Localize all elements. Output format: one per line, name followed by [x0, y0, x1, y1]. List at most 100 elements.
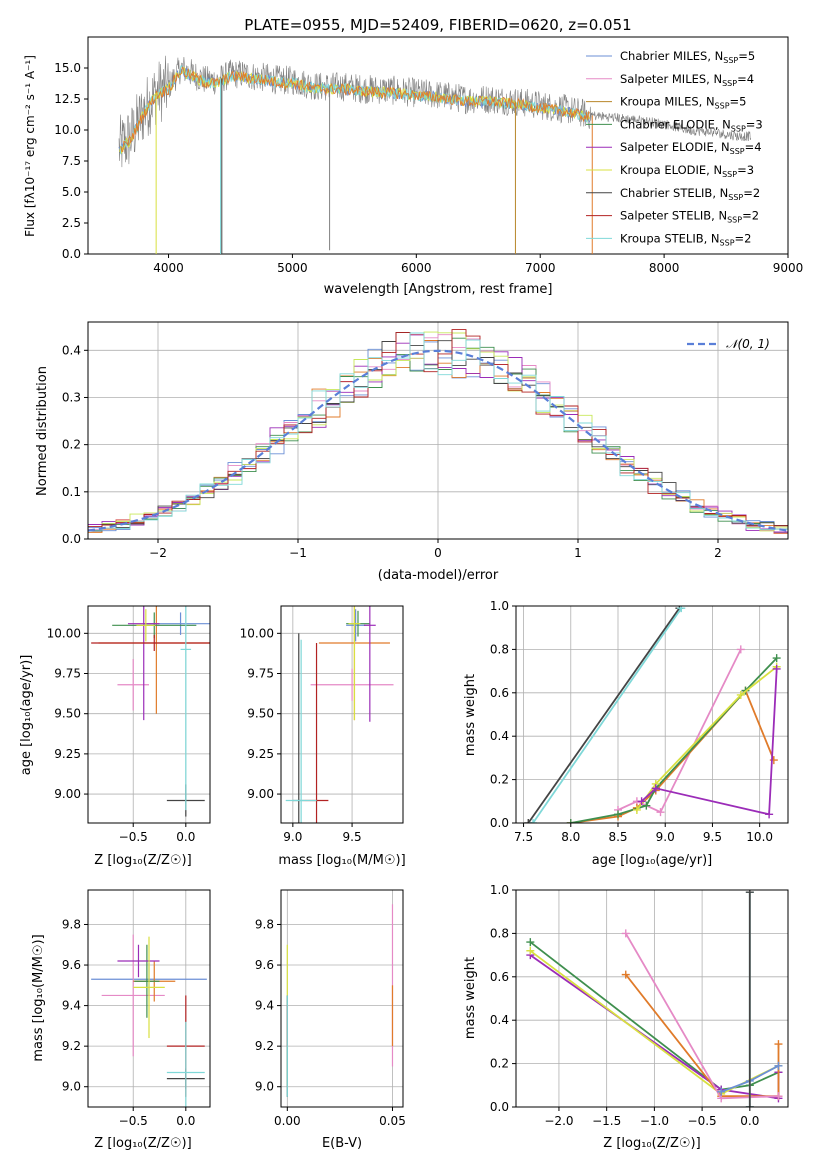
y-tick-label: 1.0 — [490, 883, 509, 897]
residual-panel: −2 −1 0 1 2 0.0 0.1 0.2 0.3 0.4 𝒩(0, 1) (data-mod… — [35, 321, 789, 583]
weight-marker — [772, 664, 781, 673]
x-tick-label: 10.0 — [746, 830, 773, 844]
x-tick-label: 0.00 — [274, 1114, 301, 1128]
legend-label-main: Kroupa MILES, N — [620, 95, 715, 109]
weight-marker — [621, 970, 630, 979]
axes-frame — [87, 605, 211, 824]
x-tick-label: 2 — [714, 546, 722, 560]
axes-frame — [87, 889, 211, 1108]
x-tick-label: −0.5 — [688, 1114, 717, 1128]
y-tick-label: 9.4 — [62, 999, 81, 1013]
plot-area — [91, 934, 207, 1107]
weight-marker — [524, 819, 533, 823]
weight-marker — [772, 654, 781, 663]
y-tick-label: 12.5 — [54, 92, 81, 106]
x-tick-label: −0.5 — [119, 830, 148, 844]
x-tick-label: 0.05 — [379, 1114, 406, 1128]
plot-area — [526, 890, 783, 1107]
weight-marker — [736, 645, 745, 654]
legend-label-sub: SSP — [722, 79, 737, 88]
legend-label-eq: =2 — [735, 231, 752, 245]
x-tick-label: −1.5 — [592, 1114, 621, 1128]
age-vs-mass-panel: 9.0 9.5 9.00 9.25 9.50 9.75 10.00 — [240, 605, 404, 844]
weight-marker — [632, 805, 641, 814]
x-tick-label: 9.5 — [343, 830, 362, 844]
mass-z-xlabel: Z [log₁₀(Z/Z☉)] — [94, 1136, 191, 1151]
y-tick-label: 9.75 — [54, 667, 81, 681]
y-tick-label: 9.0 — [62, 1080, 81, 1094]
y-tick-label: 0.4 — [490, 1013, 509, 1027]
legend-label: Kroupa MILES, NSSP=5 — [620, 95, 746, 111]
legend-label-main: Chabrier ELODIE, N — [620, 117, 731, 131]
y-tick-label: 9.2 — [62, 1039, 81, 1053]
legend-label-sub: SSP — [722, 170, 737, 179]
weight-marker — [745, 890, 754, 897]
weight-marker — [651, 784, 660, 793]
axes-frame — [515, 889, 789, 1108]
massweight-vs-age-panel: 7.5 8.0 8.5 9.0 9.5 10.0 0.0 0.2 0.4 0.6 0.8 1.0 — [490, 599, 789, 844]
axes-frame — [280, 889, 404, 1108]
y-tick-label: 0.8 — [490, 926, 509, 940]
y-tick-label: 9.50 — [247, 707, 274, 721]
y-tick-label: 0.0 — [62, 532, 81, 546]
age-z-xlabel: Z [log₁₀(Z/Z☉)] — [94, 853, 191, 868]
legend-label: Chabrier STELIB, NSSP=2 — [620, 186, 760, 202]
legend-label-eq: =2 — [743, 186, 760, 200]
y-tick-label: 1.0 — [490, 599, 509, 613]
x-tick-label: −1.0 — [640, 1114, 669, 1128]
weight-marker — [529, 819, 537, 823]
residual-histogram-step — [88, 331, 788, 532]
legend-label: Salpeter MILES, NSSP=4 — [620, 72, 754, 88]
y-tick-label: 9.4 — [255, 999, 274, 1013]
x-tick-label: 1 — [574, 546, 582, 560]
x-tick-label: −1 — [289, 546, 307, 560]
y-tick-label: 0.1 — [62, 485, 81, 499]
spectrum-xlabel: wavelength [Angstrom, rest frame] — [324, 282, 553, 297]
legend-label-main: Salpeter STELIB, N — [620, 209, 727, 223]
weight-marker — [774, 1092, 783, 1101]
x-tick-label: 0.0 — [176, 830, 195, 844]
y-tick-label: 0.4 — [62, 343, 81, 357]
weight-marker — [765, 810, 774, 819]
x-tick-label: 9.0 — [283, 830, 302, 844]
axes-frame — [280, 605, 404, 824]
legend-label-eq: =5 — [730, 95, 747, 109]
x-tick-label: 5000 — [277, 261, 308, 275]
residual-plot-area — [87, 329, 789, 534]
y-tick-label: 15.0 — [54, 61, 81, 75]
legend-label-main: Kroupa ELODIE, N — [620, 163, 722, 177]
residual-legend: 𝒩(0, 1) — [687, 337, 770, 351]
y-tick-label: 9.6 — [255, 958, 274, 972]
figure-title: PLATE=0955, MJD=52409, FIBERID=0620, z=0… — [244, 16, 631, 34]
x-tick-label: −0.5 — [119, 1114, 148, 1128]
x-tick-label: 7.5 — [514, 830, 533, 844]
normal-curve — [87, 349, 789, 532]
y-tick-label: 0.2 — [490, 1057, 509, 1071]
x-tick-label: −2 — [149, 546, 167, 560]
weight-line — [570, 688, 775, 823]
weight-marker — [642, 801, 651, 810]
x-tick-label: 9.0 — [656, 830, 675, 844]
weight-marker — [526, 946, 535, 955]
x-tick-label: 8.0 — [561, 830, 580, 844]
x-tick-label: 0 — [434, 546, 442, 560]
weight-line — [527, 607, 681, 823]
legend-label-sub: SSP — [731, 124, 746, 133]
legend-label: Kroupa STELIB, NSSP=2 — [620, 231, 751, 247]
legend-label-sub: SSP — [727, 216, 742, 225]
x-tick-label: 0.0 — [740, 1114, 759, 1128]
residual-histogram-step — [88, 332, 788, 531]
y-tick-label: 0.6 — [490, 970, 509, 984]
y-tick-label: 9.6 — [62, 958, 81, 972]
weight-marker — [736, 690, 745, 699]
legend-label: Chabrier MILES, NSSP=5 — [620, 49, 755, 65]
spectrum-axes-frame — [87, 36, 789, 255]
spectrum-plot-area — [118, 55, 752, 254]
y-tick-label: 0.2 — [490, 773, 509, 787]
age-z-ylabel: age [log₁₀(age/yr)] — [19, 655, 34, 776]
weight-line — [570, 657, 778, 823]
y-tick-label: 9.75 — [247, 667, 274, 681]
weight-line — [532, 607, 683, 823]
